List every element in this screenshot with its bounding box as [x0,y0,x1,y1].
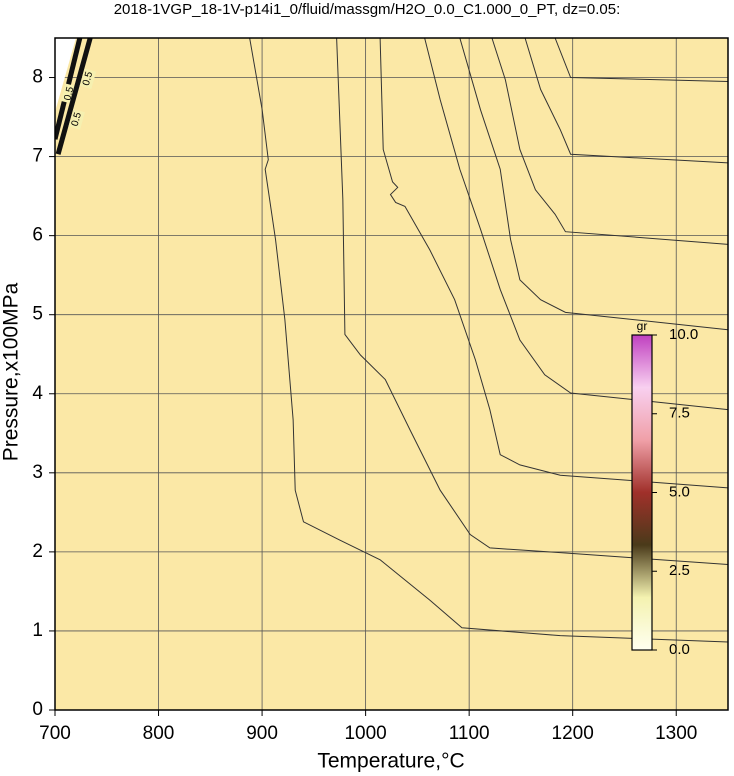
colorbar-tick-label: 0.0 [669,641,690,658]
contour-label: 0.5 [81,70,95,87]
contour-line [554,38,728,82]
x-tick-label: 800 [143,723,175,744]
x-tick-label: 1100 [449,723,490,744]
y-tick-label: 1 [32,620,43,641]
y-tick-label: 8 [32,67,43,88]
contour-label-bg [79,68,97,89]
axes: 700 800 900 1000 1100 1200 1300 0 1 2 3 4 5 6 7 8 [32,67,697,744]
contour-line [336,38,728,566]
y-tick-label: 6 [32,225,43,246]
contour-line [524,38,728,164]
contours: 0.50.50.5 [55,38,728,643]
colorbar-tick-label: 5.0 [669,483,690,500]
colorbar-scale [631,334,653,651]
y-tick-label: 0 [32,699,43,720]
x-axis-label: Temperature,°C [317,750,464,773]
contour-line [491,38,728,245]
y-tick-label: 4 [32,383,43,404]
y-tick-label: 5 [32,304,43,325]
y-tick-label: 3 [32,462,43,483]
contour-line [379,38,728,489]
y-tick-label: 2 [32,541,43,562]
colorbar-tick-label: 10.0 [669,326,698,343]
contour-label: 0.5 [70,111,84,128]
contour-line [459,38,728,331]
x-tick-label: 700 [39,723,71,744]
x-tick-label: 1300 [655,723,697,744]
colorbar: gr 0.0 2.5 5.0 7.5 10.0 [631,319,698,658]
thick-contour [55,38,93,155]
colorbar-tick-label: 7.5 [669,405,690,422]
chart-title: 2018-1VGP_18-1V-p14i1_0/fluid/massgm/H2O… [114,1,621,18]
contour-line [424,38,728,411]
frame [54,37,729,711]
y-tick-label: 7 [32,146,43,167]
x-tick-label: 1000 [344,723,386,744]
x-tick-label: 1200 [552,723,594,744]
plot-area [55,38,728,710]
x-tick-label: 900 [246,723,278,744]
blank-region [55,38,76,112]
colorbar-tick-label: 2.5 [669,562,690,579]
contour-line [249,38,728,643]
contour-label-bg [68,109,85,130]
colorbar-label: gr [637,319,648,333]
y-axis-label: Pressure,x100MPa [0,282,23,461]
